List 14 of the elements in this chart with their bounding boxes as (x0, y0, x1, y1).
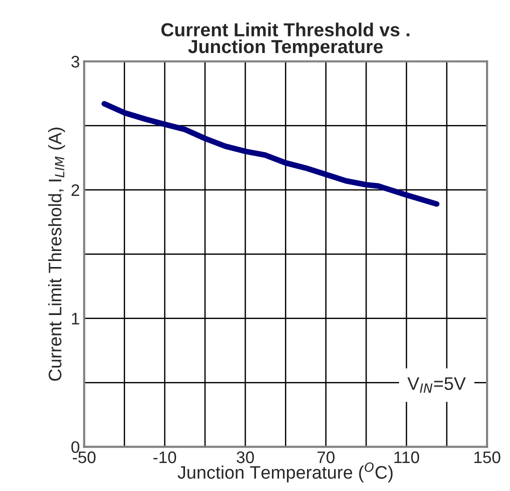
y-axis-title: Current Limit Threshold, I$_{LIM}$ (A) (48, 128, 66, 381)
x-axis-title: Junction Temperature ($^{O}$C) (178, 462, 393, 482)
x-tick-label: -50 (72, 451, 96, 464)
y-tick-label: 1 (72, 312, 80, 324)
y-tick-label: 2 (72, 184, 80, 196)
annotation: V$_{IN}$=5V (407, 377, 466, 393)
x-tick-label: 70 (317, 451, 335, 464)
x-tick-label: 30 (236, 451, 254, 464)
chart-title: Current Limit Threshold vs . Junction Temperature (161, 22, 410, 57)
y-tick-label: 3 (71, 56, 80, 68)
x-tick-label: 150 (474, 451, 500, 464)
x-tick-label: 110 (394, 451, 420, 464)
x-tick-label: -10 (153, 451, 176, 464)
y-tick-label: 0 (71, 441, 80, 454)
